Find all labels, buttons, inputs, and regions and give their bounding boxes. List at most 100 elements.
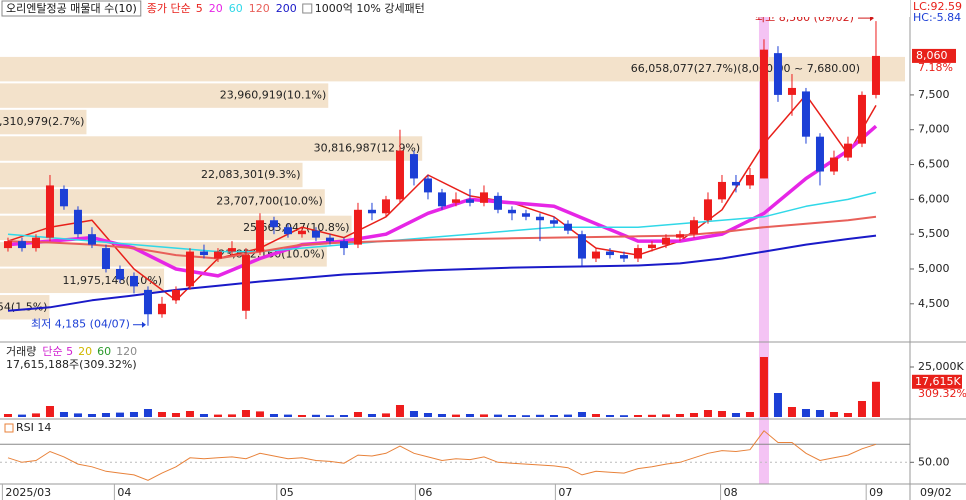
volume-bar [227,414,236,417]
candle-body [213,251,222,259]
volume-bar [773,393,782,417]
volume-bar [619,415,628,417]
volume-bar [311,414,320,417]
volume-change-label: 309.32% [918,387,966,400]
candle-body [773,53,782,95]
candle-body [269,220,278,228]
candle-body [171,289,180,301]
candle-body [409,154,418,179]
candle-body [31,237,40,249]
candle-body [605,251,614,256]
candle-body [367,209,376,214]
volume-bar [745,412,754,417]
x-tick-label: 2025/03 [5,486,51,499]
legend-entry: 60 [229,2,243,15]
volume-bar [591,414,600,417]
volume-bar [675,414,684,417]
volume-bar [787,407,796,417]
legend-entry: 200 [276,2,297,15]
volume-bar [633,415,642,417]
candle-body [871,55,880,95]
legend-entry: 120 [249,2,270,15]
candle-body [199,251,208,256]
candle-body [325,237,334,242]
candle-body [647,244,656,249]
volume-bar [801,409,810,417]
volume-bar [31,413,40,417]
volume-bar [3,414,12,417]
candle-body [241,255,250,311]
annotation-arrowhead [141,321,146,328]
candle-body [115,268,124,280]
volume-bar [871,381,880,417]
ma-line [7,234,877,312]
volume-bar [451,414,460,417]
candle-body [759,49,768,179]
ma-line [7,94,877,302]
candle-body [731,181,740,186]
candle-body [563,223,572,231]
volume-profile-label: 25,663,047(10.8%) [243,221,350,234]
candle-body [395,150,404,200]
volume-bar [381,413,390,417]
last-volume-box [912,374,962,389]
legend-entry: 120 [116,345,137,358]
volume-bar [549,415,558,417]
lc-label: LC:92.59 [913,0,962,13]
legend-swatch [4,423,14,433]
candle-body [437,192,446,207]
candle-body [59,188,68,207]
candle-body [381,199,390,214]
x-tick-label: 09 [869,486,883,499]
volume-profile-bar [0,189,325,214]
volume-bar [857,401,866,417]
volume-bar [87,414,96,417]
candle-body [661,237,670,245]
candle-body [101,248,110,269]
candle-body [717,181,726,200]
volume-bar [647,414,656,417]
volume-bar [73,413,82,417]
volume-bar [563,414,572,417]
candle-body [297,230,306,235]
panel-title: RSI 14 [16,421,51,434]
volume-bar [815,410,824,417]
candle-body [633,248,642,259]
volume-bar [325,415,334,417]
volume-bar [171,413,180,417]
candle-body [675,234,684,238]
volume-bar [185,411,194,417]
candle-body [157,303,166,315]
volume-bar [143,409,152,417]
candle-body [521,213,530,217]
low-annotation: 최저 4,185 (04/07) [31,318,130,331]
volume-bar [367,414,376,417]
volume-bar [843,413,852,417]
candle-body [143,289,152,315]
volume-bar [577,412,586,417]
volume-bar [507,415,516,417]
ma-line [7,124,878,278]
y-tick-label: 5,500 [918,227,950,240]
volume-bar [437,414,446,417]
rsi-line [7,430,877,481]
volume-bar [283,414,292,417]
candle-body [493,195,502,210]
volume-profile-label: 30,816,987(12.9%) [314,142,421,155]
volume-bar [45,406,54,417]
candle-body [507,209,516,214]
volume-bar [759,357,768,417]
y-tick-label: 7,500 [918,88,950,101]
ma-line [7,215,877,260]
last-price-label: 8,060 [916,49,948,62]
candle-body [479,192,488,203]
volume-profile-label: 6,310,979(2.7%) [0,115,84,128]
volume-bar [339,415,348,417]
volume-bar [493,414,502,417]
volume-bar [255,411,264,417]
candle-body [703,199,712,221]
x-tick-label: 05 [280,486,294,499]
volume-bar [479,414,488,417]
y-tick-label: 5,000 [918,262,950,275]
